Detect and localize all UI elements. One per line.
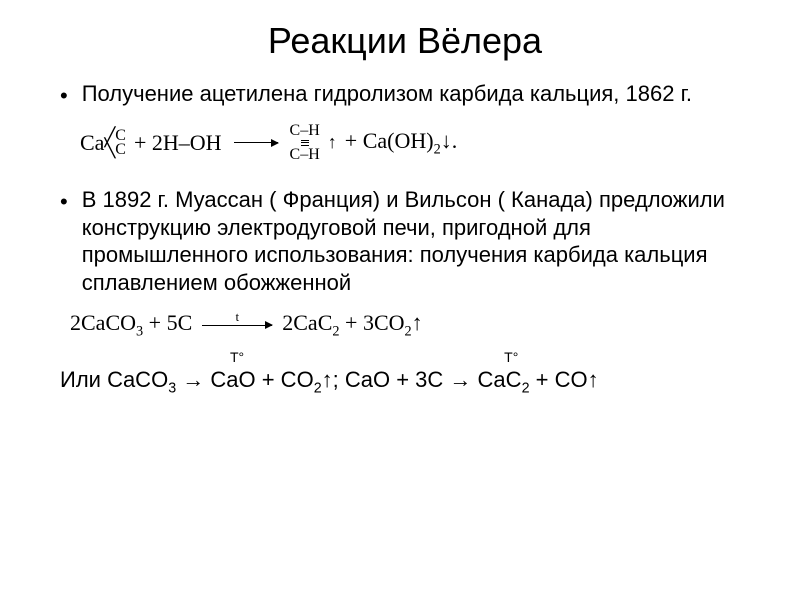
- eq2-lhs: 2CaCO3 + 5C: [70, 310, 192, 340]
- bullet-dot: •: [60, 82, 68, 110]
- bullet-1: • Получение ацетилена гидролизом карбида…: [60, 80, 750, 110]
- t-label-1: Т°: [230, 349, 244, 365]
- slide-title: Реакции Вёлера: [60, 20, 750, 62]
- temperature-labels: Т° Т°: [60, 349, 750, 365]
- eq1-gas-up: ↑: [328, 132, 337, 153]
- eq1-plus: + 2H–OH: [134, 130, 222, 156]
- eq2-rhs: 2CaC2 + 3CO2↑: [282, 310, 422, 340]
- equation-3: Или CaCO3 → CaO + CO2↑; CaO + 3C → CaC2 …: [60, 367, 750, 396]
- bullet-2: • В 1892 г. Муассан ( Франция) и Вильсон…: [60, 186, 750, 296]
- equation-1: Ca ╱╲ C C + 2H–OH C–H C–H ↑ + Ca(OH)2↓.: [80, 124, 750, 163]
- bullet-dot: •: [60, 188, 68, 216]
- eq1-tail: + Ca(OH)2↓.: [345, 128, 457, 158]
- eq1-bond-slashes: ╱╲: [104, 132, 115, 154]
- t-label-2: Т°: [504, 349, 518, 365]
- equation-2: 2CaCO3 + 5C t 2CaC2 + 3CO2↑: [70, 310, 750, 340]
- eq1-arrow: [234, 142, 278, 143]
- eq2-arrow-label: t: [235, 309, 239, 325]
- eq1-c-stack: C C: [115, 129, 126, 158]
- bullet-1-text: Получение ацетилена гидролизом карбида к…: [82, 80, 692, 108]
- bullet-2-text: В 1892 г. Муассан ( Франция) и Вильсон (…: [82, 186, 750, 296]
- eq1-product-triple: C–H C–H: [290, 124, 320, 163]
- eq1-ca: Ca: [80, 130, 104, 156]
- eq2-arrow: t: [202, 325, 272, 326]
